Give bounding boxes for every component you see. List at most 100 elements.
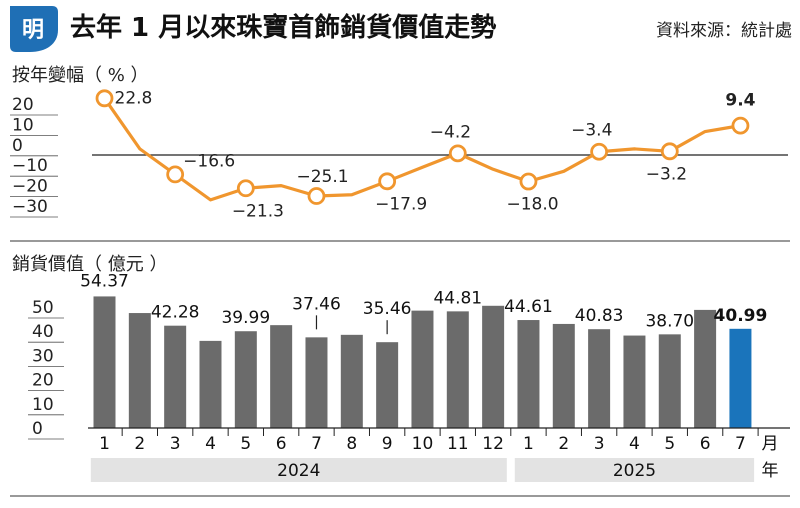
bar <box>658 334 681 428</box>
line-y-tick: 0 <box>12 136 23 156</box>
x-tick-label: 6 <box>276 434 287 454</box>
logo: 明 <box>10 6 58 52</box>
line-point <box>307 187 326 205</box>
bar <box>199 340 222 428</box>
bar-data-label: 42.28 <box>151 303 200 323</box>
bar <box>694 309 717 428</box>
month-unit-label: 月 <box>762 434 779 454</box>
line-y-tick: 10 <box>12 115 34 135</box>
bar <box>446 311 469 428</box>
bar-chart-ylabel: 銷貨價值（ 億元 ） <box>12 254 167 275</box>
line-point <box>660 142 679 161</box>
line-data-label: −3.2 <box>646 164 687 184</box>
x-tick-label: 12 <box>482 434 504 454</box>
bar <box>482 305 505 428</box>
bar-data-label: 37.46 <box>292 294 341 314</box>
year-band <box>90 458 507 482</box>
bar <box>340 334 363 428</box>
bar-data-label: 39.99 <box>221 308 270 328</box>
bar <box>517 320 540 428</box>
bar <box>93 296 116 428</box>
bar-data-label: 40.83 <box>575 306 624 326</box>
line-y-tick: −30 <box>12 197 48 217</box>
bar <box>411 310 434 428</box>
line-data-label: −4.2 <box>430 122 471 142</box>
bar-y-axis: 50 40 30 20 10 0 <box>28 298 64 440</box>
line-point <box>236 179 255 198</box>
bar-data-label: 54.37 <box>80 271 129 291</box>
bar <box>588 329 611 428</box>
line-point <box>166 165 185 184</box>
x-tick-label: 2 <box>134 434 145 454</box>
x-tick-label: 5 <box>240 434 251 454</box>
line-point <box>378 172 397 191</box>
x-tick-label: 11 <box>447 434 469 454</box>
line-data-label: 9.4 <box>725 91 755 111</box>
bar-data-label: 38.70 <box>645 311 694 331</box>
bar <box>623 335 646 428</box>
x-tick-label: 10 <box>412 434 434 454</box>
line-data-label: −3.4 <box>571 121 612 141</box>
line-chart-ylabel: 按年變幅（ % ） <box>12 65 149 86</box>
logo-character: 明 <box>22 18 44 43</box>
x-tick-label: 4 <box>629 434 640 454</box>
bar-data-label: 40.99 <box>714 306 768 326</box>
bar-y-tick: 0 <box>32 419 43 439</box>
x-tick-label: 4 <box>205 434 216 454</box>
line-point <box>731 116 750 135</box>
bar <box>270 325 293 428</box>
line-data-label: −17.9 <box>375 194 427 214</box>
logo-badge-icon <box>10 6 58 52</box>
year-label: 2024 <box>277 461 320 481</box>
x-tick-label: 7 <box>311 434 322 454</box>
year-unit-label: 年 <box>762 461 779 481</box>
bar <box>729 328 752 428</box>
page-title: 去年 1 月以來珠寶首飾銷貨價值走勢 <box>70 12 496 43</box>
bar <box>128 313 151 428</box>
x-tick-label: 6 <box>700 434 711 454</box>
x-tick-label: 8 <box>346 434 357 454</box>
bar-data-label: 44.61 <box>504 297 553 317</box>
bar <box>234 331 257 428</box>
line-data-label: −25.1 <box>296 167 348 187</box>
bar <box>305 337 328 428</box>
bar-data-label: 44.81 <box>433 288 482 308</box>
bar-y-tick: 30 <box>32 346 54 366</box>
bar <box>376 342 399 428</box>
bar-data-label: 35.46 <box>363 299 412 319</box>
line-y-tick: −20 <box>12 177 48 197</box>
year-band <box>514 458 755 482</box>
bar-y-tick: 20 <box>32 371 54 391</box>
x-tick-label: 1 <box>523 434 534 454</box>
line-data-label: −18.0 <box>506 195 558 215</box>
bar <box>164 325 187 428</box>
line-path <box>103 97 741 202</box>
x-tick-label: 9 <box>382 434 393 454</box>
x-tick-label: 1 <box>99 434 110 454</box>
line-data-label: −16.6 <box>183 151 235 171</box>
x-tick-label: 3 <box>170 434 181 454</box>
line-series: 22.8 −16.6 −21.3 −25.1 −17.9 −4.2 −18.0 −3.4 −3.… <box>95 88 756 221</box>
x-tick-label: 3 <box>594 434 605 454</box>
line-data-label: 22.8 <box>115 88 153 108</box>
x-tick-label: 2 <box>558 434 569 454</box>
bar-series: 54.37 42.28 39.99 37.46 35.46 44.81 44.61 40.83… <box>80 271 767 428</box>
line-data-label: −21.3 <box>232 201 284 221</box>
line-point <box>95 89 114 108</box>
bar-y-tick: 10 <box>32 395 54 415</box>
line-point <box>519 172 538 191</box>
line-point <box>590 142 609 161</box>
bar <box>552 323 575 428</box>
x-tick-label: 7 <box>735 434 746 454</box>
x-tick-label: 5 <box>664 434 675 454</box>
line-point <box>448 144 467 163</box>
line-y-tick: 20 <box>12 95 34 115</box>
source-note: 資料來源：統計處 <box>656 21 792 41</box>
year-label: 2025 <box>613 461 656 481</box>
bar-y-tick: 40 <box>32 322 54 342</box>
line-y-tick: −10 <box>12 156 48 176</box>
bar-y-tick: 50 <box>32 298 54 318</box>
